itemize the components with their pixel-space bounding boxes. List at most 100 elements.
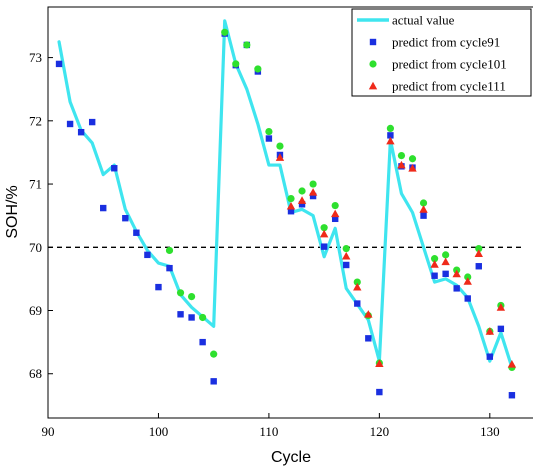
data-point-square <box>66 120 74 128</box>
series-group <box>55 19 517 399</box>
data-point-triangle <box>496 303 506 311</box>
data-point-square <box>177 311 184 318</box>
y-tick-label: 68 <box>29 366 42 381</box>
data-point-square <box>199 338 206 346</box>
data-point-square <box>77 128 85 136</box>
data-point-triangle <box>419 205 428 213</box>
x-tick-label: 130 <box>480 424 500 439</box>
series-3 <box>275 136 517 368</box>
data-point-square <box>464 295 471 302</box>
x-axis-title: Cycle <box>271 449 311 466</box>
data-point-triangle <box>330 209 340 218</box>
data-point-circle <box>419 199 428 207</box>
data-point-square <box>88 118 96 126</box>
data-point-square <box>309 192 317 200</box>
data-point-square <box>210 378 217 385</box>
data-point-circle <box>298 187 306 195</box>
legend-label: predict from cycle101 <box>392 57 507 72</box>
plot-frame <box>47 6 533 419</box>
data-point-square <box>320 243 328 250</box>
data-point-square <box>55 60 63 68</box>
axes-group <box>47 6 533 419</box>
y-tick-label: 72 <box>29 113 42 128</box>
data-point-circle <box>276 142 284 150</box>
data-point-square <box>387 132 394 139</box>
data-point-square <box>420 212 427 219</box>
data-point-triangle <box>485 327 495 335</box>
data-point-triangle <box>430 260 439 268</box>
data-point-circle <box>176 289 185 297</box>
data-point-square <box>188 314 195 321</box>
data-point-square <box>166 264 173 272</box>
data-point-circle <box>254 65 262 73</box>
data-point-triangle <box>474 249 483 257</box>
data-point-square <box>298 201 306 208</box>
data-point-circle <box>331 201 339 210</box>
data-point-circle <box>320 224 328 232</box>
data-point-triangle <box>319 229 329 238</box>
data-point-triangle <box>375 359 384 367</box>
data-point-square <box>144 251 151 259</box>
data-point-square <box>354 300 361 307</box>
data-point-circle <box>232 60 240 68</box>
data-point-triangle <box>397 160 406 169</box>
y-tick-label: 73 <box>29 50 42 65</box>
data-point-square <box>331 215 339 223</box>
data-point-square <box>287 208 295 215</box>
legend-swatch-square <box>369 38 377 46</box>
legend-label: actual value <box>392 13 455 28</box>
data-point-circle <box>408 155 417 163</box>
data-point-triangle <box>286 201 296 210</box>
data-point-square <box>133 229 140 236</box>
data-point-triangle <box>353 282 362 291</box>
data-point-circle <box>430 255 439 263</box>
data-point-square <box>475 263 482 270</box>
legend-swatch-triangle <box>368 81 378 90</box>
data-point-square <box>100 204 107 212</box>
data-point-triangle <box>386 136 395 145</box>
data-point-circle <box>309 180 317 188</box>
data-point-square <box>365 335 372 342</box>
data-point-square <box>265 135 273 142</box>
x-tick-label: 110 <box>259 424 278 439</box>
data-point-square <box>122 214 129 222</box>
data-point-circle <box>342 244 350 253</box>
data-point-triangle <box>408 164 417 172</box>
series-0 <box>57 19 514 370</box>
data-point-square <box>453 285 460 292</box>
ticks-group: 90 100 110 120 130 68 69 70 71 72 73 <box>29 50 500 439</box>
data-point-triangle <box>297 196 307 204</box>
data-point-square <box>431 272 438 279</box>
data-point-circle <box>386 124 395 133</box>
x-tick-label: 120 <box>370 424 390 439</box>
y-tick-label: 70 <box>29 240 42 255</box>
actual-value-line <box>57 19 514 370</box>
data-point-triangle <box>364 310 373 318</box>
data-point-square <box>155 283 162 291</box>
data-point-circle <box>475 244 483 253</box>
data-point-triangle <box>441 257 450 266</box>
data-point-circle <box>221 28 229 36</box>
data-point-square <box>343 261 350 269</box>
data-point-triangle <box>507 360 517 368</box>
data-point-circle <box>464 273 472 281</box>
data-point-circle <box>397 151 406 160</box>
data-point-circle <box>187 292 196 301</box>
data-point-square <box>508 392 516 399</box>
data-point-circle <box>442 251 450 259</box>
data-point-circle <box>353 278 361 286</box>
legend-swatch-circle <box>369 60 377 68</box>
data-point-circle <box>265 127 273 136</box>
data-point-square <box>376 388 383 396</box>
data-point-circle <box>287 194 295 203</box>
x-tick-label: 100 <box>149 424 169 439</box>
legend-label: predict from cycle91 <box>392 35 500 50</box>
data-point-circle <box>199 313 207 322</box>
data-point-square <box>497 325 505 333</box>
y-axis-title: SOH/% <box>4 185 21 238</box>
data-point-square <box>111 165 118 172</box>
data-point-triangle <box>342 251 351 260</box>
data-point-circle <box>165 246 174 255</box>
data-point-triangle <box>452 269 461 278</box>
